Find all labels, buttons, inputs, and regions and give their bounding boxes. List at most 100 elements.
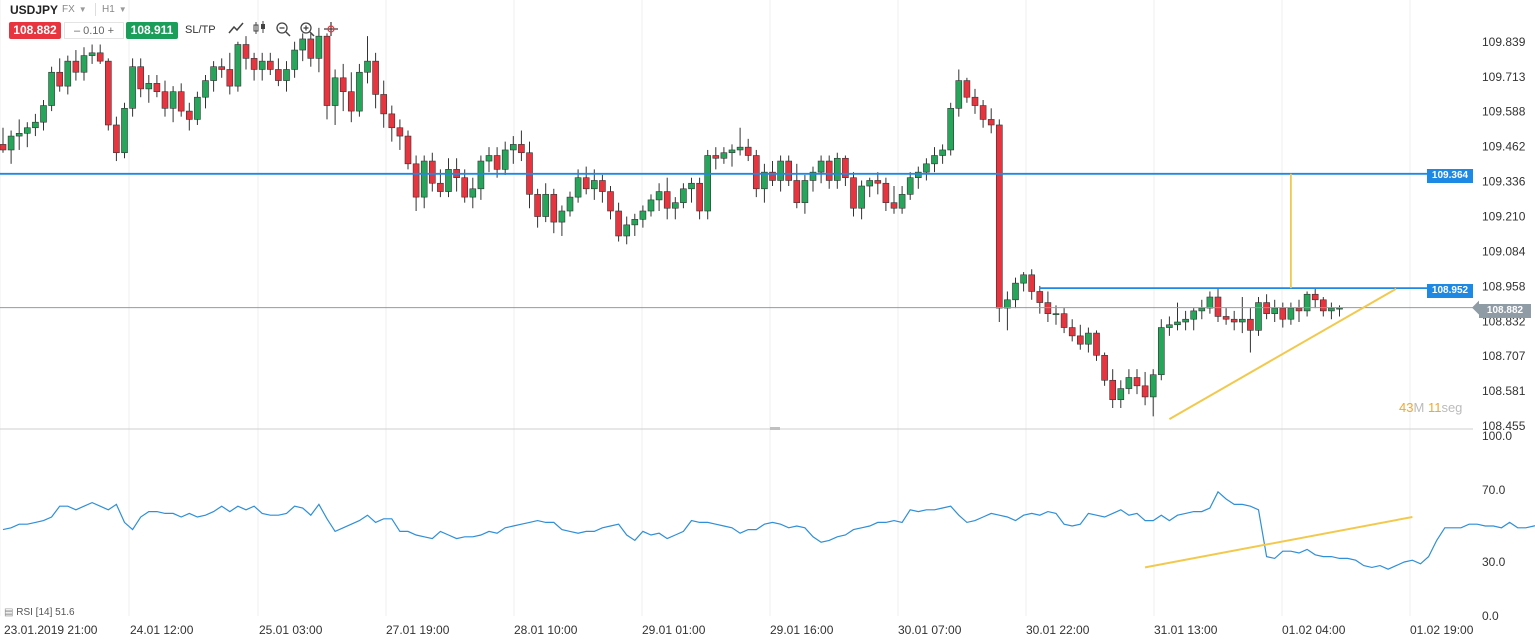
candle — [275, 58, 282, 87]
candle — [631, 213, 639, 236]
candle — [1214, 288, 1222, 322]
candle-body — [1320, 299, 1327, 312]
candle-body — [542, 194, 550, 217]
candle-body — [48, 71, 55, 106]
candle-body — [1133, 377, 1141, 387]
price-axis-tick: 109.713 — [1482, 70, 1526, 84]
candle — [898, 186, 906, 214]
candle-body — [1206, 296, 1214, 309]
candle-body — [145, 83, 153, 90]
candle-body — [186, 110, 193, 120]
candle-body — [1295, 307, 1303, 312]
candle — [88, 44, 96, 64]
candle — [963, 77, 971, 103]
candle — [356, 63, 363, 117]
candle-body — [1255, 302, 1262, 331]
symbol-label[interactable]: USDJPY — [10, 3, 59, 17]
time-axis-label: 30.01 07:00 — [898, 623, 962, 637]
crosshair-icon[interactable] — [322, 21, 340, 39]
candle — [469, 177, 477, 209]
candle — [315, 27, 323, 73]
candle — [453, 158, 460, 192]
time-axis-label: 01.02 04:00 — [1282, 623, 1346, 637]
sltp-button[interactable]: SL/TP — [185, 24, 216, 36]
candle — [971, 88, 979, 114]
lot-size-value[interactable]: 0.10 — [83, 25, 105, 37]
candle-body — [1109, 379, 1116, 400]
candle-type-icon[interactable] — [251, 21, 269, 39]
candle — [558, 205, 566, 236]
panel-resize-handle[interactable] — [770, 427, 780, 430]
candle-body — [817, 160, 825, 173]
candle — [526, 141, 533, 209]
candle — [890, 186, 898, 214]
candle-body — [590, 180, 598, 190]
candle — [485, 147, 493, 173]
lot-increase-button[interactable]: + — [107, 25, 115, 37]
candle-body — [1028, 274, 1035, 292]
price-axis-tick: 109.336 — [1482, 175, 1526, 189]
candle-body — [1004, 299, 1011, 309]
candle-body — [153, 83, 161, 92]
candle-countdown: 43M 11seg — [1399, 400, 1462, 415]
candle-body — [1230, 318, 1238, 323]
candle — [1036, 285, 1044, 314]
candle-body — [931, 155, 938, 165]
candle — [1093, 330, 1100, 361]
candle — [283, 61, 290, 92]
candle-body — [485, 155, 493, 162]
candle — [995, 119, 1003, 322]
zoom-out-icon[interactable] — [274, 21, 292, 39]
candle — [1028, 269, 1035, 300]
candle-body — [1190, 310, 1197, 320]
lot-decrease-button[interactable]: – — [73, 25, 81, 37]
candle-body — [955, 80, 963, 109]
candle — [493, 147, 501, 178]
candle — [704, 149, 712, 220]
rsi-indicator-label[interactable]: ▤ RSI [14] 51.6 — [4, 607, 75, 618]
lot-size-stepper[interactable]: – 0.10 + — [64, 22, 124, 39]
candle-body — [1085, 332, 1092, 345]
candle — [64, 55, 72, 95]
buy-price-button[interactable]: 108.911 — [126, 22, 178, 39]
candle-body — [1101, 354, 1108, 381]
candle-body — [242, 44, 250, 59]
price-axis-tick: 108.958 — [1482, 279, 1526, 293]
candle — [914, 166, 922, 189]
trend-line-icon[interactable] — [227, 21, 245, 39]
candle-body — [250, 58, 258, 70]
candle-body — [1311, 293, 1319, 301]
candle — [599, 174, 606, 203]
candle-body — [121, 108, 128, 154]
sell-price-button[interactable]: 108.882 — [9, 22, 61, 39]
candle — [137, 58, 144, 98]
candle — [1085, 327, 1092, 353]
timeframe-selector[interactable]: H1 ▼ — [102, 4, 127, 15]
candle — [1109, 369, 1116, 409]
candle-body — [1044, 302, 1052, 314]
candle — [947, 102, 955, 156]
time-axis-label: 29.01 01:00 — [642, 623, 706, 637]
candle — [0, 127, 7, 153]
candle-body — [88, 52, 96, 56]
candle — [121, 102, 128, 159]
time-axis-label: 27.01 19:00 — [386, 623, 450, 637]
candle — [380, 80, 388, 128]
market-selector[interactable]: FX ▼ — [62, 4, 87, 15]
candle — [113, 116, 120, 162]
hline-price-tag[interactable]: 109.364 — [1427, 169, 1473, 183]
candle-body — [356, 71, 363, 112]
candle-body — [477, 160, 485, 190]
candle — [412, 155, 420, 211]
countdown-seconds-unit: seg — [1441, 400, 1463, 415]
zoom-in-icon[interactable] — [298, 21, 316, 39]
candle-body — [372, 60, 379, 95]
candle — [299, 33, 307, 62]
candle — [347, 72, 355, 123]
candle — [210, 61, 217, 92]
candle — [32, 113, 39, 137]
indicator-settings-icon[interactable]: ▤ — [4, 607, 14, 618]
candle — [744, 138, 752, 162]
hline-price-tag[interactable]: 108.952 — [1427, 284, 1473, 298]
